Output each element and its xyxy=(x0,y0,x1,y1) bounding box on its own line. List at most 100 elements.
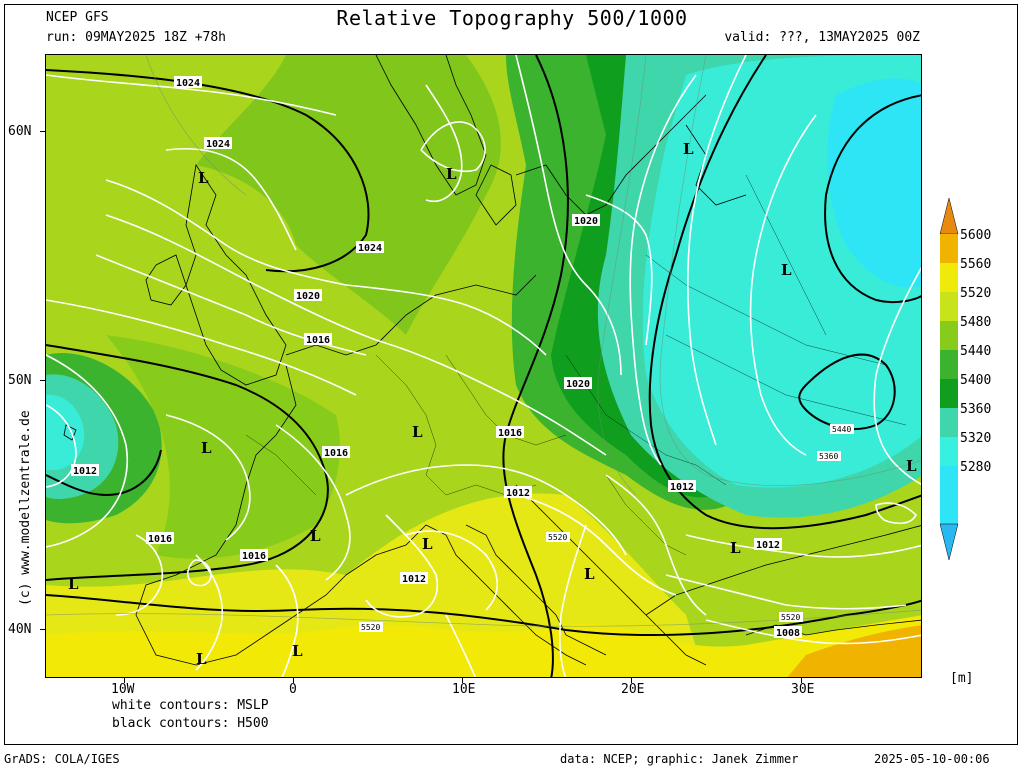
low-marker: L xyxy=(730,539,741,557)
isobar-label: 1012 xyxy=(506,488,530,499)
low-marker: L xyxy=(196,650,207,668)
low-marker: L xyxy=(683,140,694,158)
isobar-labels: 1024 1024 1024 1020 1016 1016 1020 1016 … xyxy=(71,76,802,639)
lat-label: 40N xyxy=(8,622,32,637)
colorbar-segment xyxy=(940,408,958,437)
lon-tick xyxy=(801,677,802,683)
height-labels: 5440 5360 5520 5520 5520 xyxy=(359,424,854,632)
lon-tick xyxy=(631,677,632,683)
colorbar-segment xyxy=(940,379,958,408)
isobar-label: 1024 xyxy=(358,243,382,254)
legend-unit: [m] xyxy=(950,671,974,686)
isobar-label: 1012 xyxy=(670,482,694,493)
colorbar-segment xyxy=(940,321,958,350)
isobar-label: 1012 xyxy=(402,574,426,585)
height-label: 5520 xyxy=(548,533,567,542)
height-label: 5440 xyxy=(832,425,851,434)
isobar-label: 1024 xyxy=(206,139,230,150)
lat-tick xyxy=(40,629,46,630)
side-credit: (c) www.modellzentrale.de xyxy=(18,410,33,606)
low-marker: L xyxy=(292,642,303,660)
low-markers: L L L L L L L L L L L L L L xyxy=(68,140,917,668)
colorbar-segment xyxy=(940,292,958,321)
map-svg: 1024 1024 1024 1020 1016 1016 1020 1016 … xyxy=(46,55,921,677)
legend-label: 5600 xyxy=(960,228,992,243)
colorbar-segment xyxy=(940,234,958,263)
isobar-label: 1012 xyxy=(73,466,97,477)
low-marker: L xyxy=(310,527,321,545)
field-atlantic-5320 xyxy=(46,394,85,470)
low-marker: L xyxy=(412,423,423,441)
data-credit: data: NCEP; graphic: Janek Zimmer xyxy=(560,752,799,766)
isobar-label: 1020 xyxy=(566,379,590,390)
legend-label: 5280 xyxy=(960,460,992,475)
low-marker: L xyxy=(781,261,792,279)
coastlines xyxy=(63,55,921,666)
low-marker: L xyxy=(422,535,433,553)
isobar-label: 1012 xyxy=(756,540,780,551)
grads-credit: GrADS: COLA/IGES xyxy=(4,752,120,766)
height-label: 5520 xyxy=(781,613,800,622)
field-5280 xyxy=(827,78,921,288)
contour-note-white: white contours: MSLP xyxy=(112,698,269,713)
isobar-label: 1020 xyxy=(574,216,598,227)
lon-tick xyxy=(124,677,125,683)
low-marker: L xyxy=(201,439,212,457)
colorbar xyxy=(939,197,959,561)
field-5560 xyxy=(46,615,921,677)
legend-label: 5360 xyxy=(960,402,992,417)
colorbar-segment xyxy=(940,495,958,524)
model-name: NCEP GFS xyxy=(46,10,109,25)
timestamp: 2025-05-10-00:06 xyxy=(874,752,990,766)
lon-label: 10E xyxy=(452,682,476,697)
colorbar-segment xyxy=(940,437,958,466)
lon-tick xyxy=(293,677,294,683)
lat-label: 50N xyxy=(8,373,32,388)
contour-note-black: black contours: H500 xyxy=(112,716,269,731)
field-5480-north xyxy=(196,55,501,335)
height-label: 5520 xyxy=(361,623,380,632)
isobar-label: 1020 xyxy=(296,291,320,302)
colorbar-top-arrow xyxy=(939,197,959,235)
low-marker: L xyxy=(446,165,457,183)
map-title: Relative Topography 500/1000 xyxy=(336,6,688,30)
isobar-label: 1016 xyxy=(242,551,266,562)
colorbar-segment xyxy=(940,350,958,379)
valid-time: valid: ???, 13MAY2025 00Z xyxy=(724,30,920,45)
low-marker: L xyxy=(68,575,79,593)
isobar-label: 1016 xyxy=(148,534,172,545)
lon-label: 30E xyxy=(791,682,815,697)
colorbar-bottom-arrow xyxy=(939,523,959,561)
lat-label: 60N xyxy=(8,124,32,139)
lon-label: 10W xyxy=(111,682,135,697)
lon-label: 0 xyxy=(289,682,297,697)
height-label: 5360 xyxy=(819,452,838,461)
legend-label: 5560 xyxy=(960,257,992,272)
low-marker: L xyxy=(906,457,917,475)
isobar-label: 1016 xyxy=(498,428,522,439)
legend-label: 5400 xyxy=(960,373,992,388)
isobar-label: 1016 xyxy=(306,335,330,346)
legend-label: 5480 xyxy=(960,315,992,330)
isobar-label: 1016 xyxy=(324,448,348,459)
h500-contours xyxy=(46,55,921,677)
legend-label: 5320 xyxy=(960,431,992,446)
low-marker: L xyxy=(198,169,209,187)
legend-label: 5520 xyxy=(960,286,992,301)
isobar-label: 1008 xyxy=(776,628,800,639)
lon-tick xyxy=(462,677,463,683)
lat-tick xyxy=(40,131,46,132)
run-info: run: 09MAY2025 18Z +78h xyxy=(46,30,227,45)
lon-label: 20E xyxy=(621,682,645,697)
colorbar-segment xyxy=(940,466,958,495)
colorbar-segment xyxy=(940,263,958,292)
field-5480-west xyxy=(106,335,340,559)
low-marker: L xyxy=(584,565,595,583)
mslp-contours xyxy=(46,55,921,677)
lat-tick xyxy=(40,380,46,381)
map-panel: 1024 1024 1024 1020 1016 1016 1020 1016 … xyxy=(45,54,922,678)
isobar-label: 1024 xyxy=(176,78,200,89)
legend-label: 5440 xyxy=(960,344,992,359)
plot-frame xyxy=(4,4,1018,745)
field-5600 xyxy=(787,625,921,677)
